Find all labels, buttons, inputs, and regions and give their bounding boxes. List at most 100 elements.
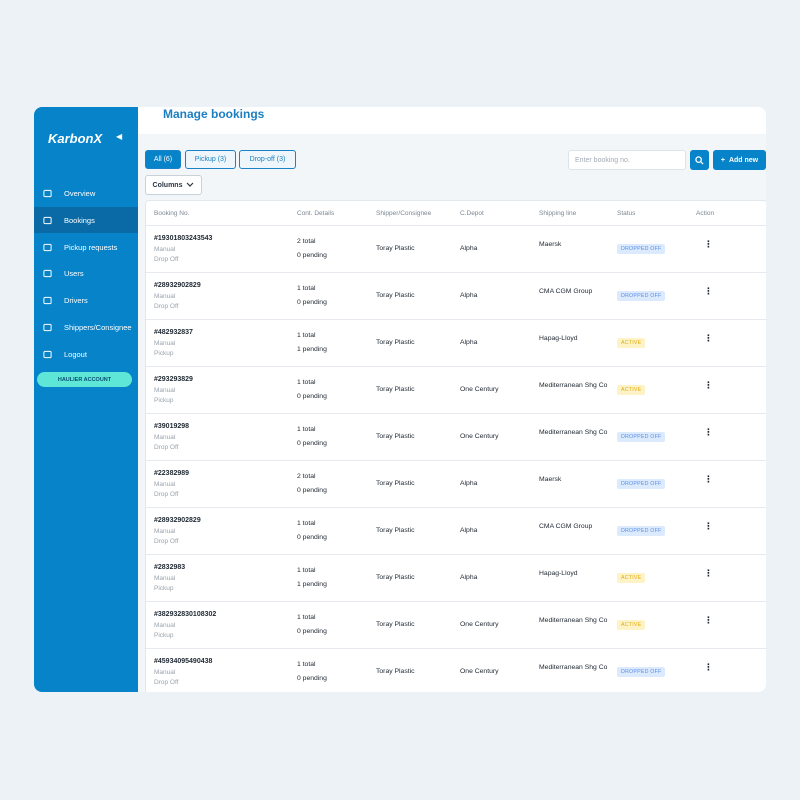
shipper: Toray Plastic <box>376 621 415 628</box>
filter-tab[interactable]: Drop-off (3) <box>239 150 296 169</box>
nav-label: Overview <box>64 188 96 198</box>
search-button[interactable] <box>690 150 709 170</box>
depot: One Century <box>460 621 499 628</box>
nav-label: Shippers/Consignee <box>64 322 132 332</box>
booking-type: Drop Off <box>154 679 179 686</box>
logo[interactable]: KarbonX <box>48 131 103 146</box>
container-pending: 0 pending <box>297 393 327 400</box>
column-header: Status <box>617 210 636 217</box>
column-header: C.Depot <box>460 210 484 217</box>
table-row[interactable]: #28932902829 Manual Drop Off 1 total 0 pendi… <box>146 272 766 320</box>
shipping-line: Mediterranean Shg Co <box>539 617 608 624</box>
app-window: KarbonX ◀ HAULIER ACCOUNT Overview Bookin… <box>34 107 766 692</box>
row-menu[interactable]: ⋮ <box>704 521 713 531</box>
container-total: 1 total <box>297 614 316 621</box>
status-badge: ACTIVE <box>617 338 646 348</box>
column-header: Cont. Details <box>297 210 335 217</box>
depot: Alpha <box>460 339 478 346</box>
filter-tab[interactable]: All (6) <box>145 150 181 169</box>
column-header: Booking No. <box>154 210 190 217</box>
column-header: Shipping line <box>539 210 577 217</box>
nav-icon <box>43 323 52 331</box>
status-badge: ACTIVE <box>617 573 646 583</box>
nav-item[interactable]: Users <box>34 260 138 286</box>
container-total: 1 total <box>297 661 316 668</box>
shipper: Toray Plastic <box>376 480 415 487</box>
table-row[interactable]: #382932830108302 Manual Pickup 1 total 0 pen… <box>146 601 766 649</box>
booking-source: Manual <box>154 246 176 253</box>
depot: Alpha <box>460 245 478 252</box>
depot: Alpha <box>460 574 478 581</box>
nav-label: Bookings <box>64 215 95 225</box>
table-row[interactable]: #39019298 Manual Drop Off 1 total 0 pending T… <box>146 413 766 461</box>
columns-button[interactable]: Columns <box>145 175 202 195</box>
row-menu[interactable]: ⋮ <box>704 333 713 343</box>
column-header: Shipper/Consignee <box>376 210 432 217</box>
bookings-table: Booking No. Cont. Details Shipper/Consigne… <box>145 200 766 692</box>
collapse-button[interactable]: ◀ <box>116 132 123 141</box>
shipper: Toray Plastic <box>376 245 415 252</box>
shipping-line: Mediterranean Shg Co <box>539 664 608 671</box>
top-bar <box>138 107 766 134</box>
container-pending: 0 pending <box>297 440 327 447</box>
nav-item[interactable]: Logout <box>34 341 138 367</box>
nav-item[interactable]: Overview <box>34 180 138 206</box>
row-menu[interactable]: ⋮ <box>704 239 713 249</box>
nav-item[interactable]: Bookings <box>34 207 138 233</box>
nav-item[interactable]: Drivers <box>34 287 138 313</box>
container-total: 2 total <box>297 473 316 480</box>
status-badge: DROPPED OFF <box>617 667 666 677</box>
table-row[interactable]: #28932902829 Manual Drop Off 1 total 0 pendi… <box>146 507 766 555</box>
depot: One Century <box>460 386 499 393</box>
table-row[interactable]: #293293829 Manual Pickup 1 total 0 pending To… <box>146 366 766 414</box>
row-menu[interactable]: ⋮ <box>704 427 713 437</box>
table-row[interactable]: #45934095490438 Manual Drop Off 1 total 0 pe… <box>146 648 766 692</box>
booking-source: Manual <box>154 293 176 300</box>
booking-number: #45934095490438 <box>154 658 213 665</box>
depot: Alpha <box>460 527 478 534</box>
container-pending: 0 pending <box>297 252 327 259</box>
shipper: Toray Plastic <box>376 339 415 346</box>
row-menu[interactable]: ⋮ <box>704 474 713 484</box>
nav-label: Pickup requests <box>64 242 118 252</box>
table-row[interactable]: #482932837 Manual Pickup 1 total 1 pending To… <box>146 319 766 367</box>
shipping-line: CMA CGM Group <box>539 523 593 530</box>
depot: Alpha <box>460 292 478 299</box>
shipping-line: CMA CGM Group <box>539 288 593 295</box>
table-row[interactable]: #2832983 Manual Pickup 1 total 1 pending Tora… <box>146 554 766 602</box>
booking-source: Manual <box>154 528 176 535</box>
table-row[interactable]: #22382989 Manual Drop Off 2 total 0 pending T… <box>146 460 766 508</box>
table-row[interactable]: #19301803243543 Manual Drop Off 2 total 0 pe… <box>146 225 766 273</box>
filter-tab[interactable]: Pickup (3) <box>185 150 236 169</box>
row-menu[interactable]: ⋮ <box>704 568 713 578</box>
sidebar: KarbonX ◀ HAULIER ACCOUNT Overview Bookin… <box>34 107 138 692</box>
nav-icon <box>43 243 52 251</box>
plus-icon: + <box>720 156 725 164</box>
search-input[interactable]: Enter booking no. <box>568 150 686 170</box>
container-pending: 0 pending <box>297 534 327 541</box>
row-menu[interactable]: ⋮ <box>704 380 713 390</box>
status-badge: DROPPED OFF <box>617 244 666 254</box>
nav-icon <box>43 216 52 224</box>
chevron-icon <box>187 182 194 187</box>
shipping-line: Hapag-Lloyd <box>539 570 578 577</box>
shipping-line: Hapag-Lloyd <box>539 335 578 342</box>
booking-type: Pickup <box>154 350 174 357</box>
row-menu[interactable]: ⋮ <box>704 286 713 296</box>
row-menu[interactable]: ⋮ <box>704 615 713 625</box>
booking-source: Manual <box>154 434 176 441</box>
booking-source: Manual <box>154 575 176 582</box>
account-button[interactable]: HAULIER ACCOUNT <box>37 372 132 387</box>
row-menu[interactable]: ⋮ <box>704 662 713 672</box>
booking-number: #22382989 <box>154 470 190 477</box>
nav-item[interactable]: Pickup requests <box>34 234 138 260</box>
booking-number: #19301803243543 <box>154 235 213 242</box>
shipper: Toray Plastic <box>376 668 415 675</box>
booking-number: #28932902829 <box>154 282 201 289</box>
nav-label: Logout <box>64 349 87 359</box>
add-new-button[interactable]: + Add new <box>713 150 766 170</box>
container-total: 1 total <box>297 567 316 574</box>
booking-type: Drop Off <box>154 491 179 498</box>
nav-item[interactable]: Shippers/Consignee <box>34 314 138 340</box>
